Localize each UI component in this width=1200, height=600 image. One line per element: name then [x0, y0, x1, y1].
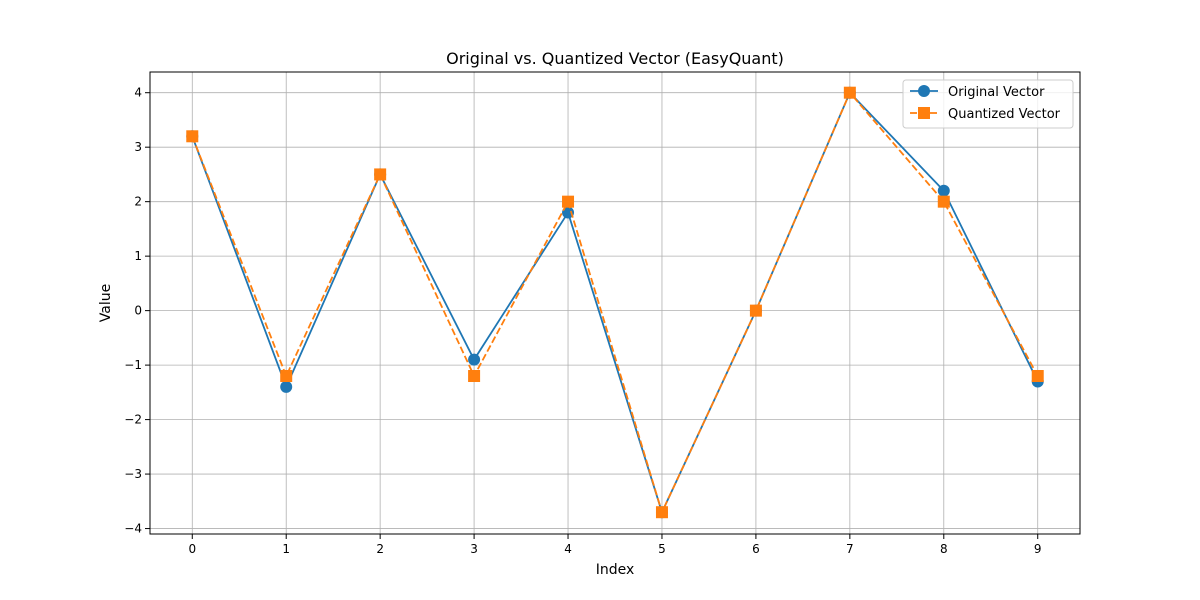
data-point: [280, 370, 293, 383]
data-point: [468, 353, 481, 366]
y-axis-label: Value: [98, 284, 114, 322]
data-point: [937, 184, 950, 197]
legend-entry: Original Vector: [910, 85, 1045, 100]
axis-ticks: 0 1 2 3 4 5 6 7 8 9 −4 −3 −2 −1 0 1 2 3 4: [124, 86, 1041, 556]
data-point: [1031, 370, 1044, 383]
y-tick-label: 4: [134, 86, 142, 100]
x-tick-label: 4: [564, 542, 572, 556]
plot-area-frame: [149, 71, 1081, 535]
y-tick-label: 3: [134, 140, 142, 154]
legend-marker: [918, 85, 930, 97]
data-point: [562, 206, 575, 219]
x-tick-label: 8: [940, 542, 948, 556]
x-tick-label: 5: [658, 542, 666, 556]
series-line: [191, 91, 1039, 515]
legend-label: Original Vector: [948, 85, 1045, 100]
x-tick-label: 2: [376, 542, 384, 556]
series-1: [186, 86, 1044, 519]
y-tick-label: −4: [124, 522, 142, 536]
x-tick-label: 3: [470, 542, 478, 556]
series-layer: [186, 86, 1044, 519]
data-point: [374, 168, 387, 181]
x-tick-label: 1: [282, 542, 290, 556]
chart-title: Original vs. Quantized Vector (EasyQuant…: [446, 49, 784, 68]
data-point: [186, 130, 199, 143]
x-tick-label: 7: [846, 542, 854, 556]
x-axis-label: Index: [596, 562, 635, 578]
y-tick-label: 2: [134, 195, 142, 209]
legend-entry: Quantized Vector: [910, 107, 1061, 122]
series-2: [186, 86, 1044, 519]
y-tick-label: −3: [124, 467, 142, 481]
data-point: [280, 380, 293, 393]
legend-marker: [918, 107, 930, 119]
data-point: [843, 86, 856, 99]
y-tick-label: −1: [124, 358, 142, 372]
legend-label: Quantized Vector: [948, 107, 1061, 122]
y-tick-label: 1: [134, 249, 142, 263]
grid-lines: [150, 72, 1080, 534]
x-tick-label: 6: [752, 542, 760, 556]
series-line: [191, 91, 1039, 515]
x-tick-label: 0: [188, 542, 196, 556]
y-tick-label: 0: [134, 304, 142, 318]
legend-box: [902, 79, 1074, 129]
x-tick-label: 9: [1034, 542, 1042, 556]
data-point: [468, 370, 481, 383]
legend: Original Vector Quantized Vector: [902, 79, 1074, 129]
data-point: [749, 304, 762, 317]
data-point: [937, 195, 950, 208]
data-point: [655, 506, 668, 519]
data-point: [562, 195, 575, 208]
y-tick-label: −2: [124, 413, 142, 427]
